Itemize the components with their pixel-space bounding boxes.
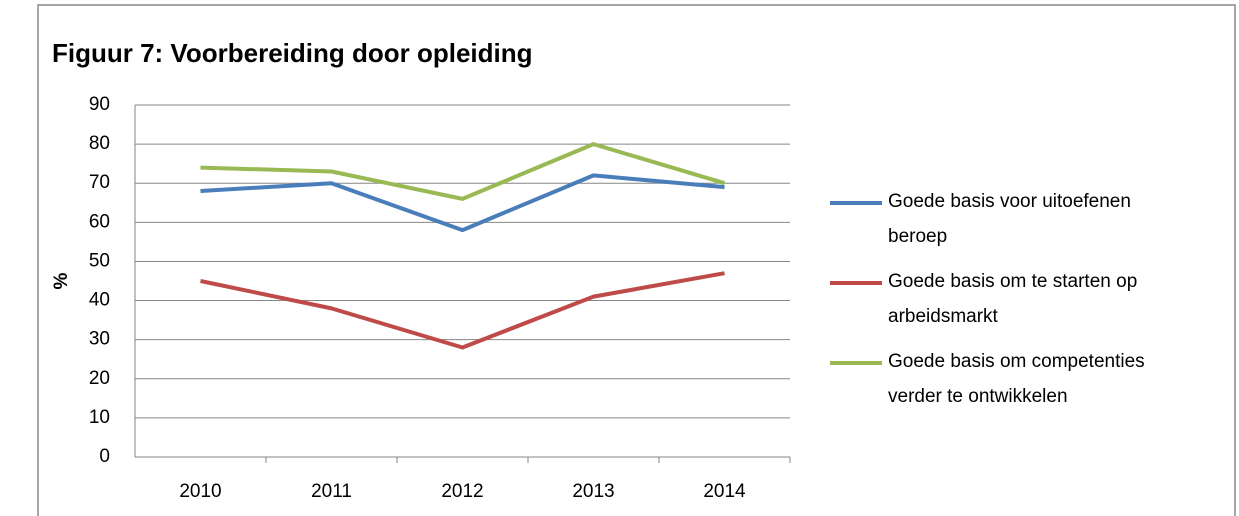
y-tick-label: 20 — [89, 368, 110, 389]
y-tick-label: 90 — [89, 94, 110, 115]
chart-border — [37, 4, 1236, 516]
y-tick-label: 70 — [89, 172, 110, 193]
y-tick-label: 30 — [89, 329, 110, 350]
y-tick-label: 40 — [89, 290, 110, 311]
y-tick-label: 10 — [89, 407, 110, 428]
x-tick-label: 2012 — [441, 481, 483, 502]
series-line — [200, 271, 725, 350]
legend-item: Goede basis om competenties verder te on… — [830, 344, 1180, 414]
y-tick-label: 50 — [89, 250, 110, 271]
x-tick-label: 2014 — [703, 481, 746, 502]
y-tick-label: 80 — [89, 133, 110, 154]
chart-title: Figuur 7: Voorbereiding door opleiding — [52, 38, 533, 68]
legend-swatch — [830, 281, 882, 285]
legend: Goede basis voor uitoefenen beroep Goede … — [830, 184, 1180, 424]
legend-swatch — [830, 361, 882, 365]
x-tick-label: 2010 — [179, 481, 221, 502]
x-tick-label: 2011 — [311, 481, 352, 502]
legend-label: Goede basis om competenties verder te on… — [888, 351, 1145, 407]
y-tick-label: 0 — [99, 446, 110, 467]
legend-label: Goede basis om te starten op arbeidsmark… — [888, 271, 1138, 327]
legend-item: Goede basis om te starten op arbeidsmark… — [830, 264, 1180, 334]
series-line — [200, 173, 725, 233]
x-tick-label: 2013 — [572, 481, 614, 502]
legend-swatch — [830, 201, 882, 205]
y-axis-label: % — [51, 272, 72, 289]
legend-item: Goede basis voor uitoefenen beroep — [830, 184, 1180, 254]
legend-label: Goede basis voor uitoefenen beroep — [888, 191, 1131, 247]
series-line — [200, 142, 726, 201]
y-tick-label: 60 — [89, 211, 110, 232]
